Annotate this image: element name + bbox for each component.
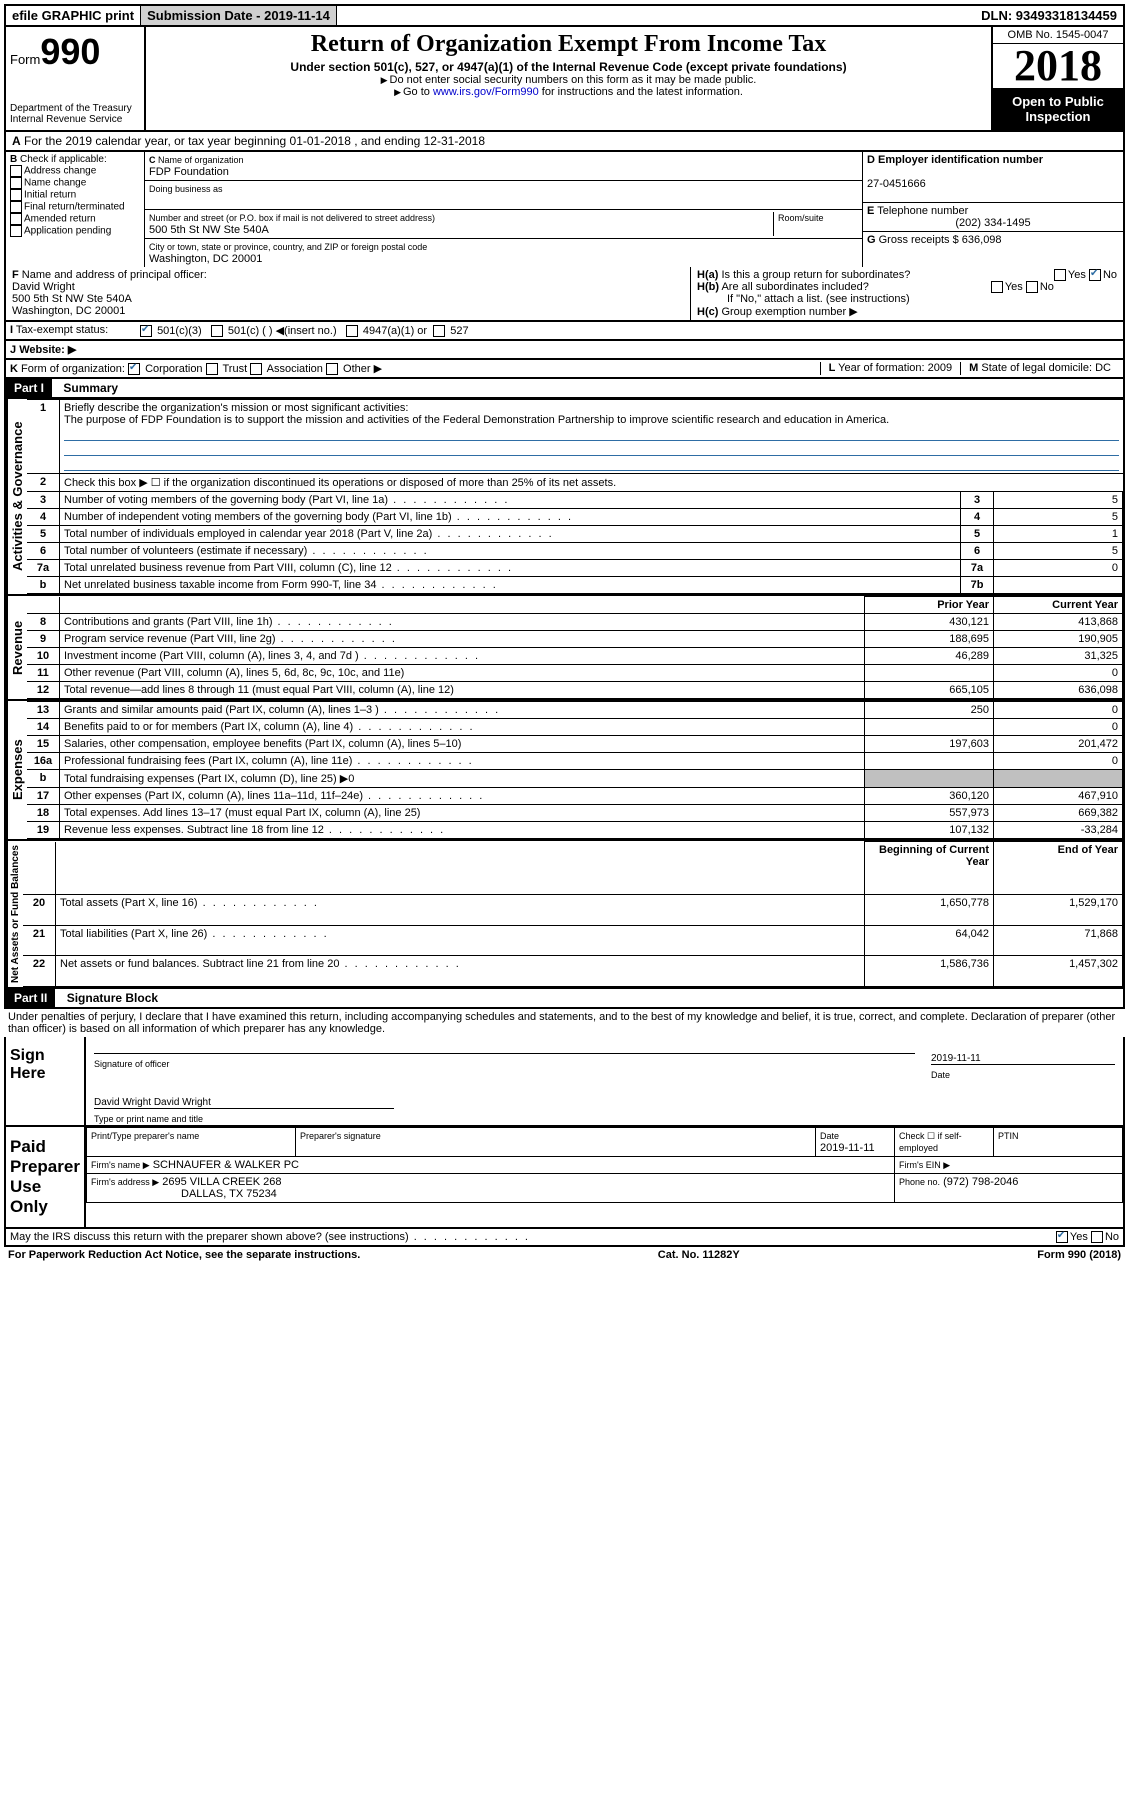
- B-opt-4: Amended return: [24, 214, 96, 225]
- part1-header: Part I Summary: [4, 379, 1125, 399]
- B-opt-5: Application pending: [24, 226, 111, 237]
- part1-ag: Activities & Governance 1Briefly describ…: [4, 399, 1125, 596]
- form-number: Form990: [10, 31, 140, 73]
- city-address: Washington, DC 20001: [149, 253, 262, 265]
- B-opt-1: Name change: [24, 178, 86, 189]
- row-A: A For the 2019 calendar year, or tax yea…: [4, 132, 1125, 152]
- efile-label: efile GRAPHIC print: [6, 6, 141, 25]
- discuss-row: May the IRS discuss this return with the…: [4, 1229, 1125, 1247]
- paid-preparer-block: Paid Preparer Use Only Print/Type prepar…: [4, 1127, 1125, 1229]
- B-title: Check if applicable:: [20, 154, 107, 165]
- B-opt-0: Address change: [24, 166, 96, 177]
- row-I: I Tax-exempt status: 501(c)(3) 501(c) ( …: [4, 322, 1125, 341]
- irs-link[interactable]: www.irs.gov/Form990: [433, 86, 539, 98]
- mission: The purpose of FDP Foundation is to supp…: [64, 414, 889, 426]
- firm-name: SCHNAUFER & WALKER PC: [153, 1159, 299, 1171]
- gross-receipts: 636,098: [962, 234, 1002, 246]
- section-FH: F Name and address of principal officer:…: [4, 267, 1125, 322]
- officer-name: David Wright: [12, 281, 75, 293]
- form-header: Form990 Department of the Treasury Inter…: [4, 27, 1125, 132]
- part2-header: Part II Signature Block: [4, 989, 1125, 1009]
- declaration: Under penalties of perjury, I declare th…: [4, 1009, 1125, 1037]
- part1-rev: Revenue Prior YearCurrent Year 8Contribu…: [4, 596, 1125, 701]
- row-KLM: K Form of organization: Corporation Trus…: [4, 360, 1125, 379]
- form-note-1: Do not enter social security numbers on …: [148, 74, 989, 86]
- dept-label: Department of the Treasury Internal Reve…: [10, 103, 140, 125]
- submission-date-button[interactable]: Submission Date - 2019-11-14: [141, 6, 337, 25]
- B-opt-3: Final return/terminated: [24, 202, 125, 213]
- part1-net: Net Assets or Fund Balances Beginning of…: [4, 841, 1125, 989]
- form-year: 2018: [993, 44, 1123, 88]
- dln-label: DLN: 93493318134459: [975, 6, 1123, 25]
- form-note-2: Go to www.irs.gov/Form990 for instructio…: [148, 86, 989, 98]
- page-footer: For Paperwork Reduction Act Notice, see …: [4, 1247, 1125, 1263]
- street-address: 500 5th St NW Ste 540A: [149, 224, 269, 236]
- preparer-phone: (972) 798-2046: [943, 1176, 1018, 1188]
- top-toolbar: efile GRAPHIC print Submission Date - 20…: [4, 4, 1125, 27]
- org-name: FDP Foundation: [149, 166, 229, 178]
- part1-exp: Expenses 13Grants and similar amounts pa…: [4, 701, 1125, 841]
- form-subtitle: Under section 501(c), 527, or 4947(a)(1)…: [148, 60, 989, 74]
- row-J: J Website: ▶: [4, 341, 1125, 360]
- sign-here-block: Sign Here Signature of officer 2019-11-1…: [4, 1037, 1125, 1127]
- section-BCDE: B Check if applicable: Address change Na…: [4, 152, 1125, 267]
- form-title: Return of Organization Exempt From Incom…: [148, 31, 989, 58]
- open-to-public: Open to Public Inspection: [993, 88, 1123, 130]
- typed-name: David Wright David Wright: [94, 1083, 394, 1109]
- phone: (202) 334-1495: [867, 217, 1119, 229]
- ein: 27-0451666: [867, 178, 926, 190]
- B-opt-2: Initial return: [24, 190, 76, 201]
